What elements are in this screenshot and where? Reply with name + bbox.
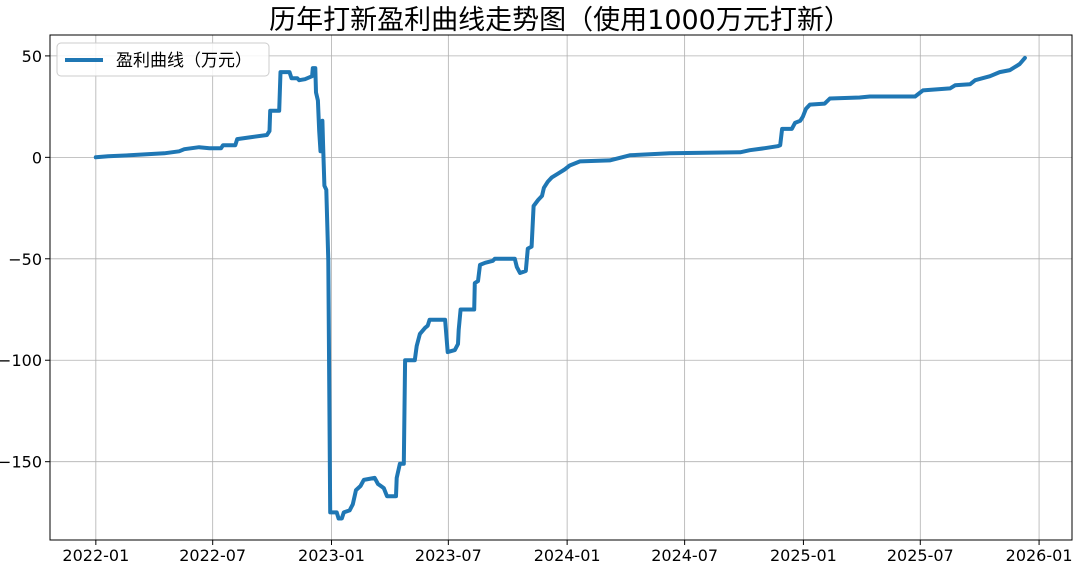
- legend: 盈利曲线（万元）: [56, 42, 270, 77]
- y-tick-label: −150: [0, 453, 42, 472]
- x-tick-label: 2025-01: [770, 546, 837, 565]
- legend-label: 盈利曲线（万元）: [116, 51, 252, 71]
- x-tick-label: 2026-01: [1006, 546, 1073, 565]
- x-tick-label: 2022-07: [179, 546, 246, 565]
- x-tick-label: 2022-01: [62, 546, 129, 565]
- y-tick-label: 0: [32, 148, 42, 167]
- y-axis: −150 −100 −50 0 50: [0, 47, 50, 472]
- plot-frame: [49, 34, 1073, 541]
- profit-curve-line: [93, 55, 1027, 521]
- x-tick-label: 2025-07: [887, 546, 954, 565]
- y-tick-label: −100: [0, 351, 42, 370]
- series-layer: [93, 55, 1027, 521]
- x-tick-label: 2024-01: [534, 546, 601, 565]
- x-tick-label: 2023-01: [298, 546, 365, 565]
- legend-box: [56, 42, 270, 77]
- grid: [50, 35, 1072, 540]
- x-axis: 2022-01 2022-07 2023-01 2023-07 2024-01 2024-…: [62, 540, 1073, 565]
- y-tick-label: −50: [8, 250, 42, 269]
- y-tick-label: 50: [22, 47, 42, 66]
- x-tick-label: 2023-07: [415, 546, 482, 565]
- chart-title: 历年打新盈利曲线走势图（使用1000万元打新）: [269, 5, 851, 36]
- x-tick-label: 2024-07: [651, 546, 718, 565]
